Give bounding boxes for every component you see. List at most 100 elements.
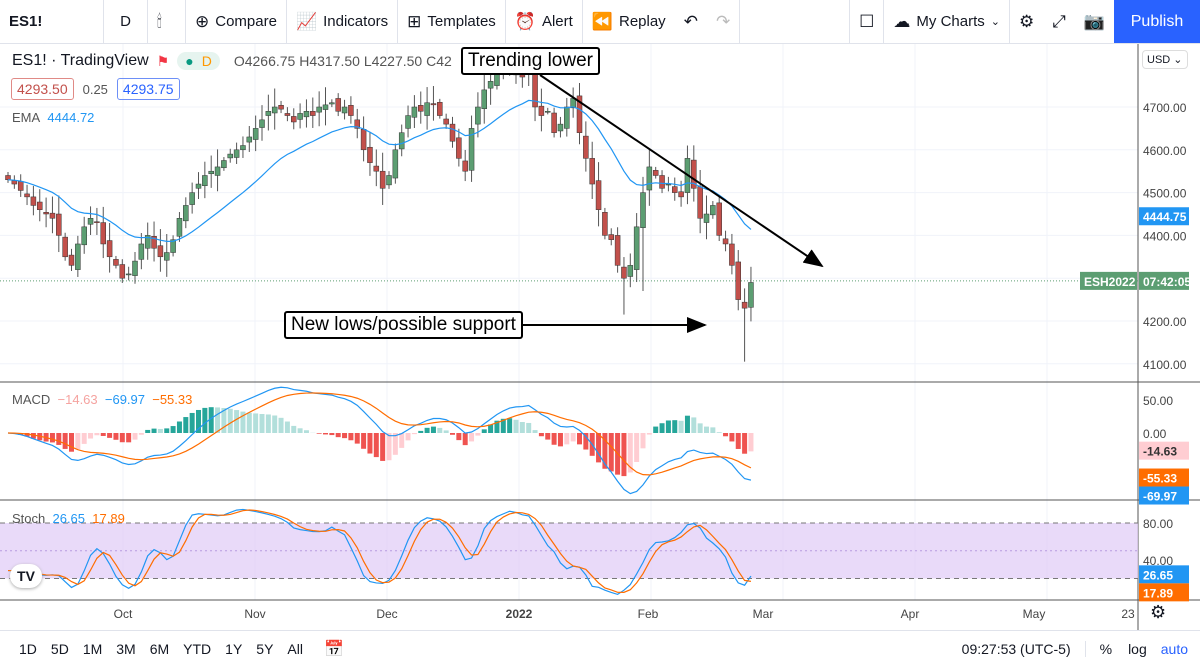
alert-button[interactable]: ⏰ Alert xyxy=(506,0,583,44)
bid-price[interactable]: 4293.50 xyxy=(11,78,74,100)
candle-up xyxy=(564,106,570,129)
chart-canvas[interactable]: 4700.00 4600.00 4500.00 4400.00 4200.00 4100.… xyxy=(0,44,1200,630)
log-toggle[interactable]: log xyxy=(1128,641,1147,657)
macd-line-tag: -69.97 xyxy=(1143,490,1177,504)
macd-hist-bar xyxy=(342,433,348,439)
candle-down xyxy=(576,95,583,133)
macd-hist-bar xyxy=(557,433,563,447)
interval-button[interactable]: D xyxy=(104,0,148,44)
symbol-search[interactable]: ES1! xyxy=(0,0,104,44)
range-1y[interactable]: 1Y xyxy=(225,641,243,657)
replay-button[interactable]: ⏪ Replay xyxy=(583,0,675,44)
range-all[interactable]: All xyxy=(287,641,303,657)
candle-down xyxy=(741,301,748,309)
candle-down xyxy=(62,236,68,258)
macd-hist-bar xyxy=(30,433,36,439)
symbol-label: ES1! xyxy=(9,13,43,30)
macd-hist-bar xyxy=(450,433,455,435)
percent-toggle[interactable]: % xyxy=(1099,641,1113,657)
range-1d[interactable]: 1D xyxy=(19,641,37,657)
clock[interactable]: 09:27:53 (UTC-5) xyxy=(962,641,1086,657)
macd-hist-value: −14.63 xyxy=(57,392,98,407)
macd-hist-bar xyxy=(69,433,74,452)
macd-hist-bar xyxy=(481,429,487,433)
snapshot-button[interactable]: 📷 xyxy=(1075,0,1114,44)
macd-hist-bar xyxy=(367,433,373,454)
candle-up xyxy=(132,260,138,276)
range-5d[interactable]: 5D xyxy=(50,641,69,657)
auto-toggle[interactable]: auto xyxy=(1160,641,1188,657)
ask-price[interactable]: 4293.75 xyxy=(116,78,180,100)
range-3m[interactable]: 3M xyxy=(116,641,136,657)
macd-hist-bar xyxy=(170,426,176,433)
candle-down xyxy=(449,123,456,142)
candle-down xyxy=(379,170,386,189)
macd-legend: MACD −14.63 −69.97 −55.33 xyxy=(12,392,192,407)
my-charts-label: My Charts xyxy=(916,13,985,30)
indicators-button[interactable]: 📈 Indicators xyxy=(287,0,399,44)
macd-hist-bar xyxy=(392,433,398,455)
axis-settings-icon[interactable]: ⚙ xyxy=(1150,602,1167,622)
macd-hist-bar xyxy=(297,428,303,433)
bottom-toolbar: 1D 5D 1M 3M 6M YTD 1Y 5Y All 📅 09:27:53 (UTC-5) … xyxy=(0,630,1200,667)
macd-hist-bar xyxy=(418,430,424,433)
macd-hist-bar xyxy=(183,417,189,433)
macd-hist-bar xyxy=(361,433,367,449)
candle-down xyxy=(37,201,43,210)
price-tick: 4500.00 xyxy=(1143,187,1187,201)
redo-button[interactable]: ↷ xyxy=(707,0,741,44)
macd-hist-bar xyxy=(126,433,132,443)
macd-hist-bar xyxy=(246,412,252,433)
price-tick: 4200.00 xyxy=(1143,315,1187,329)
macd-hist-bar xyxy=(678,420,684,433)
tradingview-logo[interactable]: TV xyxy=(10,564,42,588)
price-tick: 4100.00 xyxy=(1143,358,1187,372)
range-5y[interactable]: 5Y xyxy=(256,641,274,657)
macd-hist-bar xyxy=(62,433,68,449)
symbol-tag: ESH2022 xyxy=(1084,275,1136,289)
interval-label: D xyxy=(120,13,131,30)
currency-button[interactable]: USD ⌄ xyxy=(1142,50,1188,69)
candle-up xyxy=(195,183,202,189)
annotation-new-lows[interactable]: New lows/possible support xyxy=(284,311,523,339)
macd-hist-bar xyxy=(323,433,328,435)
compare-button[interactable]: ⊕ Compare xyxy=(186,0,287,44)
templates-button[interactable]: ⊞ Templates xyxy=(398,0,506,44)
candle-up xyxy=(392,149,399,179)
my-charts-button[interactable]: ☁ My Charts ⌄ xyxy=(884,0,1010,44)
range-ytd[interactable]: YTD xyxy=(183,641,212,657)
macd-hist-bar xyxy=(659,423,665,433)
candle-down xyxy=(360,129,367,151)
range-6m[interactable]: 6M xyxy=(149,641,170,657)
alert-label: Alert xyxy=(541,13,573,30)
macd-hist-bar xyxy=(272,415,278,433)
candle-down xyxy=(462,160,468,172)
layout-button[interactable]: ☐ xyxy=(849,0,885,44)
price-tick: 4600.00 xyxy=(1143,144,1187,158)
settings-button[interactable]: ⚙ xyxy=(1010,0,1043,44)
date-range-icon[interactable]: 📅 xyxy=(323,641,344,658)
templates-label: Templates xyxy=(427,13,496,30)
macd-signal-tag: -55.33 xyxy=(1143,472,1177,486)
macd-hist-bar xyxy=(215,407,221,433)
top-toolbar: ES1! D 🕯 ⊕ Compare 📈 Indicators ⊞ Templates… xyxy=(0,0,1200,44)
macd-hist-bar xyxy=(399,433,405,448)
macd-hist-bar xyxy=(208,407,214,433)
macd-hist-bar xyxy=(507,418,513,433)
stoch-label: Stoch xyxy=(12,511,46,526)
undo-button[interactable]: ↶ xyxy=(675,0,707,44)
macd-hist-bar xyxy=(157,428,163,433)
range-1m[interactable]: 1M xyxy=(82,641,103,657)
publish-button[interactable]: Publish xyxy=(1114,0,1200,43)
fullscreen-button[interactable]: ⤢ xyxy=(1043,0,1075,44)
macd-hist-bar xyxy=(564,433,570,445)
macd-line xyxy=(7,386,752,495)
price-tick: 4400.00 xyxy=(1143,229,1187,243)
flag-icon[interactable]: ⚑ xyxy=(156,52,170,69)
chart-type-button[interactable]: 🕯 xyxy=(148,0,186,44)
annotation-trending-lower[interactable]: Trending lower xyxy=(461,47,600,75)
ema-line xyxy=(7,99,752,242)
templates-icon: ⊞ xyxy=(407,11,422,31)
market-status-badge[interactable]: ● D xyxy=(177,52,220,70)
chart-area[interactable]: 4700.00 4600.00 4500.00 4400.00 4200.00 4100.… xyxy=(0,44,1200,630)
